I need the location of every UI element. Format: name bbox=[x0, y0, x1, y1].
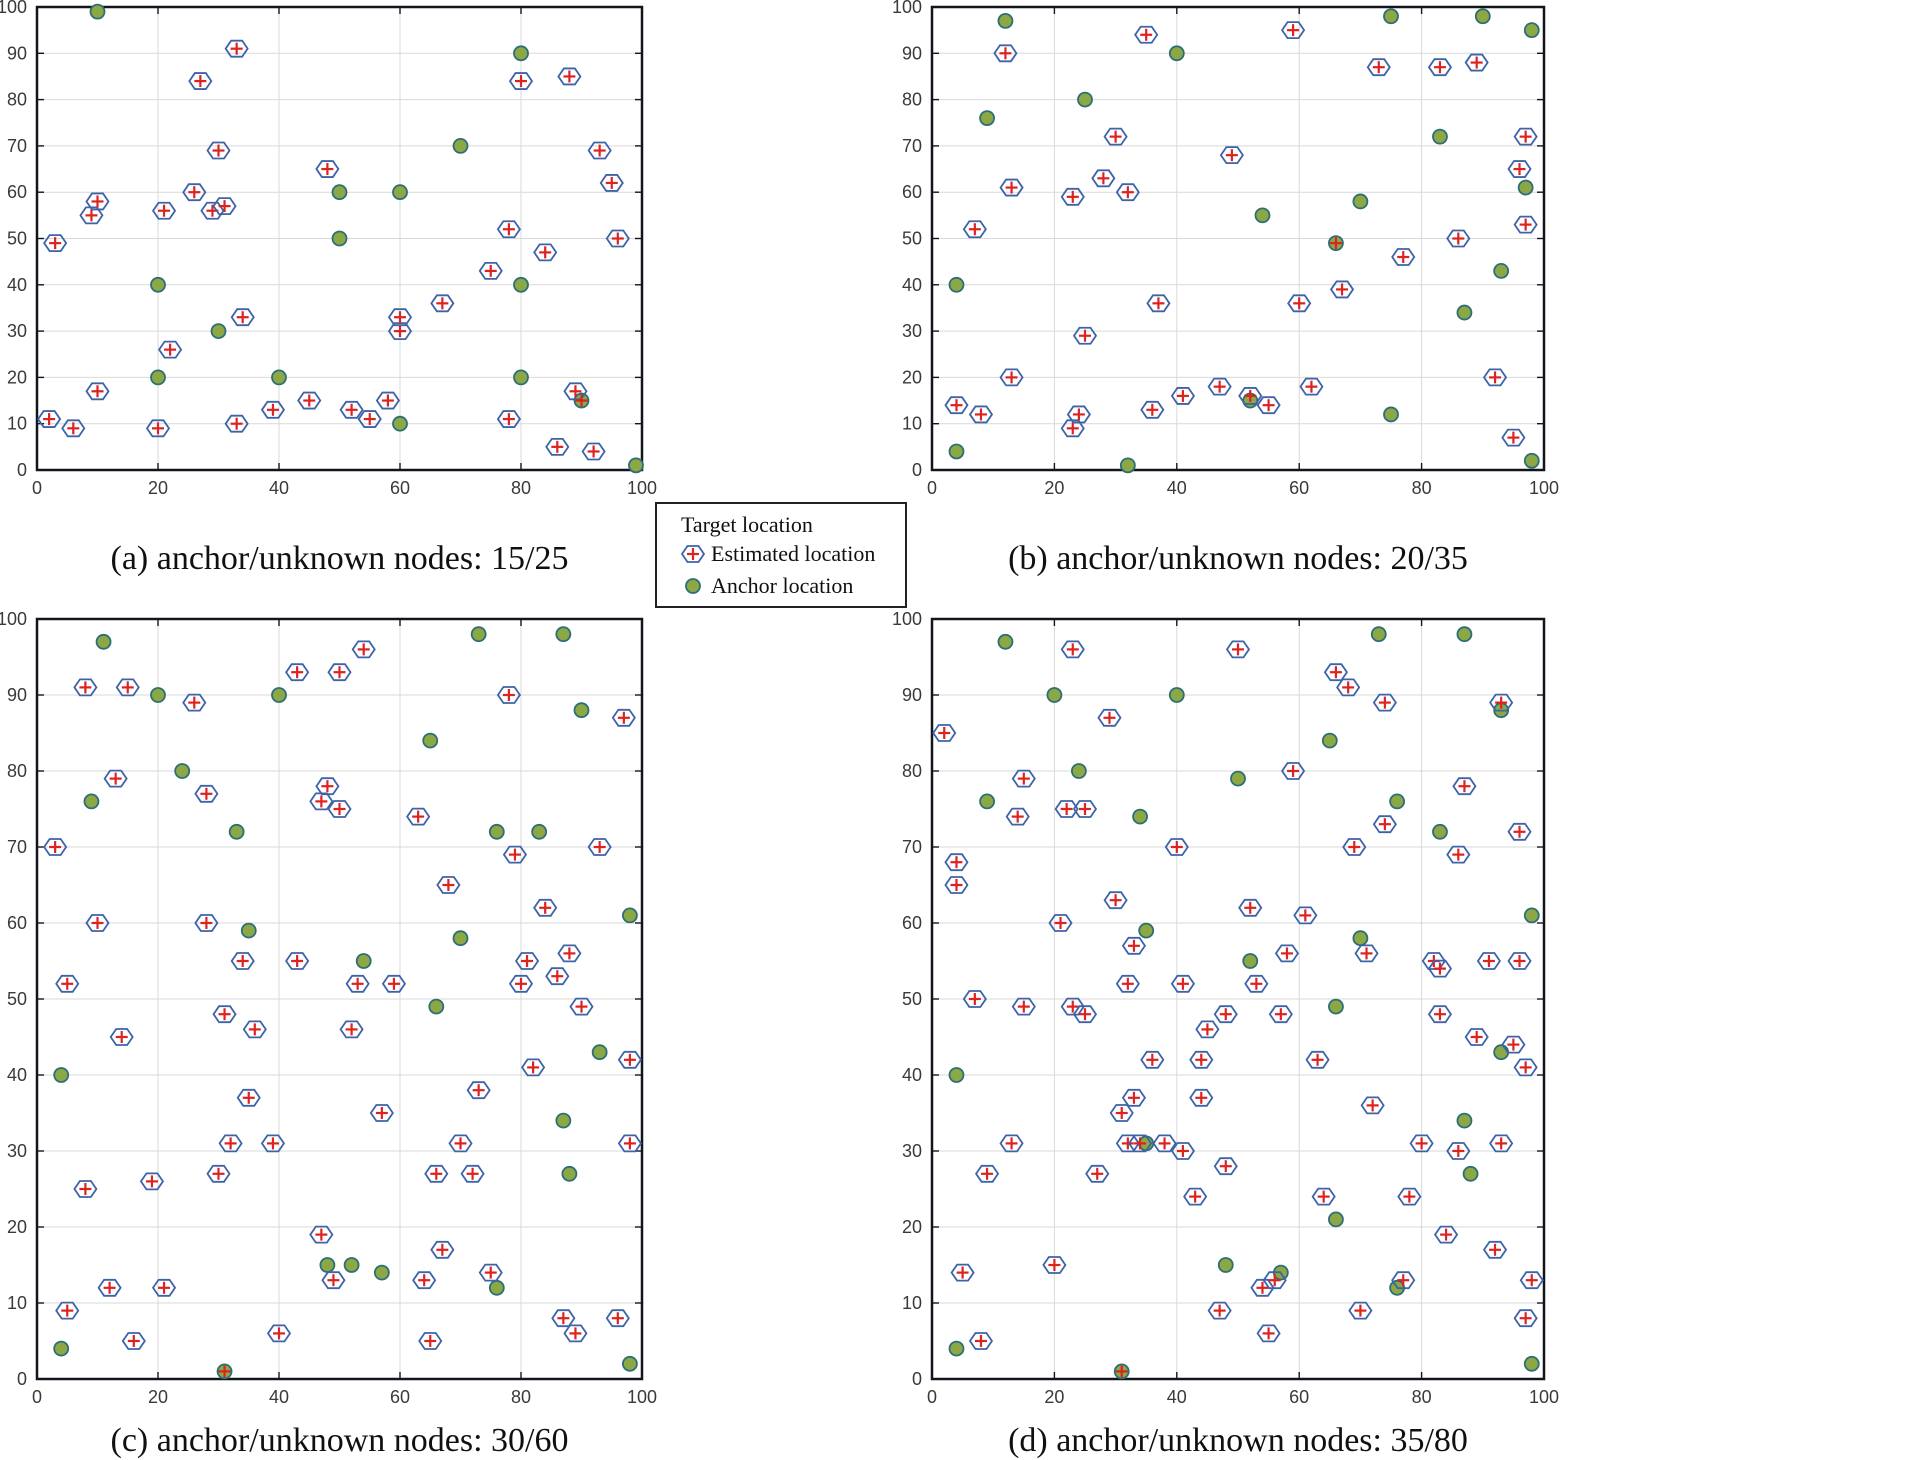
svg-text:60: 60 bbox=[902, 182, 922, 202]
svg-text:100: 100 bbox=[892, 609, 922, 629]
legend-item-label: Anchor location bbox=[711, 573, 854, 598]
svg-text:80: 80 bbox=[1412, 478, 1432, 498]
svg-text:100: 100 bbox=[892, 0, 922, 17]
svg-text:20: 20 bbox=[1044, 478, 1064, 498]
legend-item-label: Estimated location bbox=[711, 541, 876, 566]
svg-text:90: 90 bbox=[7, 43, 27, 63]
legend-item-anchor: Anchor location bbox=[657, 570, 905, 602]
svg-text:0: 0 bbox=[17, 1369, 27, 1389]
svg-text:10: 10 bbox=[7, 414, 27, 434]
svg-text:50: 50 bbox=[7, 229, 27, 249]
svg-text:70: 70 bbox=[902, 837, 922, 857]
svg-text:100: 100 bbox=[627, 1387, 657, 1407]
caption-a: (a) anchor/unknown nodes: 15/25 bbox=[110, 540, 569, 577]
svg-text:60: 60 bbox=[390, 478, 410, 498]
scatter-plot-b: 0 20 40 60 80 100 0 10 20 30 40 50 60 70 80 90 100 bbox=[892, 0, 1559, 498]
svg-text:70: 70 bbox=[902, 136, 922, 156]
svg-text:40: 40 bbox=[902, 1065, 922, 1085]
svg-text:20: 20 bbox=[1044, 1387, 1064, 1407]
svg-text:0: 0 bbox=[912, 1369, 922, 1389]
svg-text:60: 60 bbox=[7, 182, 27, 202]
svg-text:80: 80 bbox=[1412, 1387, 1432, 1407]
svg-text:70: 70 bbox=[7, 837, 27, 857]
svg-text:60: 60 bbox=[7, 913, 27, 933]
svg-text:40: 40 bbox=[1167, 1387, 1187, 1407]
svg-text:20: 20 bbox=[7, 1217, 27, 1237]
svg-text:100: 100 bbox=[627, 478, 657, 498]
svg-text:30: 30 bbox=[7, 1141, 27, 1161]
plot-a-canvas: 0 20 40 60 80 100 0 10 20 30 40 50 60 70 80 90 100 bbox=[0, 0, 657, 498]
svg-text:10: 10 bbox=[902, 414, 922, 434]
svg-text:60: 60 bbox=[390, 1387, 410, 1407]
svg-text:90: 90 bbox=[902, 685, 922, 705]
svg-text:40: 40 bbox=[1167, 478, 1187, 498]
svg-text:80: 80 bbox=[511, 1387, 531, 1407]
svg-text:70: 70 bbox=[7, 136, 27, 156]
svg-text:0: 0 bbox=[32, 1387, 42, 1407]
svg-text:50: 50 bbox=[7, 989, 27, 1009]
legend-box: Target location Estimated location Ancho… bbox=[655, 502, 907, 608]
svg-text:60: 60 bbox=[902, 913, 922, 933]
svg-text:30: 30 bbox=[902, 321, 922, 341]
svg-text:100: 100 bbox=[0, 609, 27, 629]
svg-text:30: 30 bbox=[7, 321, 27, 341]
plot-d-canvas: 0 20 40 60 80 100 0 10 20 30 40 50 60 70 80 90 100 bbox=[892, 609, 1559, 1407]
svg-text:20: 20 bbox=[902, 367, 922, 387]
svg-text:80: 80 bbox=[7, 761, 27, 781]
svg-text:0: 0 bbox=[927, 478, 937, 498]
svg-text:80: 80 bbox=[7, 90, 27, 110]
scatter-plot-c: 0 20 40 60 80 100 0 10 20 30 40 50 60 70 80 90 100 bbox=[0, 609, 657, 1407]
svg-text:80: 80 bbox=[902, 90, 922, 110]
legend-title: Target location bbox=[681, 512, 813, 537]
svg-text:40: 40 bbox=[902, 275, 922, 295]
svg-text:100: 100 bbox=[1529, 478, 1559, 498]
caption-b: (b) anchor/unknown nodes: 20/35 bbox=[1008, 540, 1468, 577]
svg-text:20: 20 bbox=[148, 1387, 168, 1407]
svg-text:0: 0 bbox=[17, 460, 27, 480]
svg-text:20: 20 bbox=[7, 367, 27, 387]
svg-text:80: 80 bbox=[902, 761, 922, 781]
svg-text:80: 80 bbox=[511, 478, 531, 498]
estimated-location-icon bbox=[675, 543, 711, 565]
svg-text:20: 20 bbox=[902, 1217, 922, 1237]
svg-text:10: 10 bbox=[902, 1293, 922, 1313]
svg-text:40: 40 bbox=[7, 1065, 27, 1085]
legend-item-estimated: Estimated location bbox=[657, 538, 905, 570]
caption-d: (d) anchor/unknown nodes: 35/80 bbox=[1008, 1422, 1468, 1459]
svg-text:0: 0 bbox=[927, 1387, 937, 1407]
svg-text:40: 40 bbox=[7, 275, 27, 295]
scatter-plot-a: 0 20 40 60 80 100 0 10 20 30 40 50 60 70 80 90 100 bbox=[0, 0, 657, 498]
plot-c-canvas: 0 20 40 60 80 100 0 10 20 30 40 50 60 70 80 90 100 bbox=[0, 609, 657, 1407]
svg-text:50: 50 bbox=[902, 989, 922, 1009]
svg-text:40: 40 bbox=[269, 478, 289, 498]
svg-text:40: 40 bbox=[269, 1387, 289, 1407]
svg-text:100: 100 bbox=[0, 0, 27, 17]
scatter-plot-d: 0 20 40 60 80 100 0 10 20 30 40 50 60 70 80 90 100 bbox=[892, 609, 1559, 1407]
caption-c: (c) anchor/unknown nodes: 30/60 bbox=[110, 1422, 569, 1459]
svg-text:20: 20 bbox=[148, 478, 168, 498]
svg-text:10: 10 bbox=[7, 1293, 27, 1313]
svg-text:60: 60 bbox=[1289, 478, 1309, 498]
svg-text:0: 0 bbox=[32, 478, 42, 498]
svg-text:90: 90 bbox=[902, 43, 922, 63]
anchor-location-icon bbox=[675, 575, 711, 597]
svg-text:30: 30 bbox=[902, 1141, 922, 1161]
svg-text:90: 90 bbox=[7, 685, 27, 705]
svg-text:100: 100 bbox=[1529, 1387, 1559, 1407]
svg-text:60: 60 bbox=[1289, 1387, 1309, 1407]
plot-b-canvas: 0 20 40 60 80 100 0 10 20 30 40 50 60 70 80 90 100 bbox=[892, 0, 1559, 498]
svg-text:0: 0 bbox=[912, 460, 922, 480]
svg-text:50: 50 bbox=[902, 229, 922, 249]
